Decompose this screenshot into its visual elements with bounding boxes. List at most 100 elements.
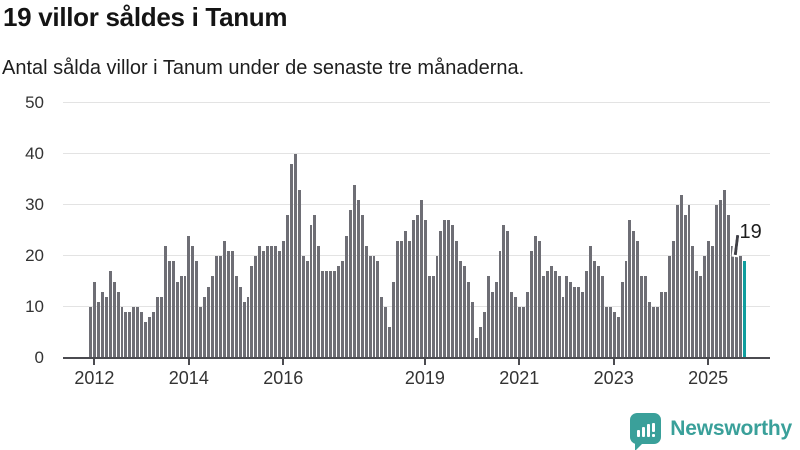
bar <box>439 230 443 358</box>
bar <box>104 296 108 358</box>
bar <box>620 281 624 358</box>
bar <box>400 240 403 358</box>
bar <box>612 312 616 358</box>
bar <box>624 261 628 358</box>
bar <box>163 245 167 358</box>
gridline <box>63 204 770 205</box>
bar <box>222 240 226 358</box>
bar <box>199 307 203 358</box>
gridline <box>63 153 770 154</box>
bar <box>486 276 490 358</box>
bar <box>179 276 183 358</box>
bar <box>644 276 648 358</box>
bar <box>266 245 270 358</box>
bar <box>545 271 549 358</box>
bar <box>675 205 679 358</box>
x-tick-label: 2016 <box>263 368 304 388</box>
bar <box>648 301 652 358</box>
bar <box>218 256 222 358</box>
bar <box>518 307 522 358</box>
bar <box>254 256 258 358</box>
x-tick <box>187 359 190 365</box>
bar <box>443 220 447 358</box>
bar <box>92 281 96 358</box>
logo-bar-icon <box>636 430 640 437</box>
bar <box>207 286 211 358</box>
bar <box>396 240 400 358</box>
bar <box>671 240 675 358</box>
bar <box>526 291 529 358</box>
bar <box>699 276 703 358</box>
bar <box>140 312 144 358</box>
x-tick <box>707 359 710 365</box>
bar <box>325 271 329 358</box>
bar <box>250 266 254 358</box>
bar <box>364 245 368 358</box>
bar <box>348 210 352 358</box>
bar <box>124 312 128 358</box>
bar <box>305 261 309 358</box>
y-axis-label: 40 <box>25 144 44 163</box>
bar <box>321 271 325 358</box>
bar <box>482 312 486 358</box>
bar <box>281 240 285 358</box>
bar <box>171 261 175 358</box>
bar <box>148 317 151 358</box>
bar <box>600 276 604 358</box>
bar <box>451 225 455 358</box>
bar <box>593 261 596 358</box>
bar <box>356 199 360 358</box>
bar <box>573 286 577 358</box>
bar <box>215 256 218 358</box>
chart-title: 19 villor såldes i Tanum <box>3 2 288 32</box>
bar <box>376 261 380 358</box>
newsworthy-chart-bubble-icon <box>630 413 662 450</box>
bar <box>537 240 541 358</box>
bar <box>557 276 561 358</box>
bar <box>309 225 313 358</box>
bar <box>427 276 431 358</box>
bar <box>100 291 104 358</box>
bar <box>703 256 707 358</box>
y-axis-label: 10 <box>25 297 44 316</box>
bar <box>738 256 742 358</box>
bar <box>246 296 250 358</box>
bar <box>128 312 132 358</box>
bar <box>380 296 384 358</box>
bar <box>467 281 470 358</box>
bar <box>581 291 585 358</box>
bar <box>652 307 655 358</box>
x-axis-line <box>63 357 770 359</box>
newsworthy-logo: Newsworthy <box>630 413 792 450</box>
bar <box>368 256 372 358</box>
bar <box>494 281 498 358</box>
bar <box>183 276 187 358</box>
bar <box>341 261 344 358</box>
bar <box>384 307 388 358</box>
bar <box>329 271 333 358</box>
bar <box>577 286 581 358</box>
bar <box>132 307 136 358</box>
bar <box>360 215 364 358</box>
bar <box>604 307 608 358</box>
bar <box>659 291 663 358</box>
x-tick <box>612 359 615 365</box>
bar <box>585 271 589 358</box>
gridline <box>63 102 770 103</box>
bar <box>533 235 537 358</box>
bar <box>411 220 415 358</box>
bar <box>463 266 466 358</box>
bar <box>431 276 435 358</box>
bar <box>726 215 730 358</box>
bar <box>388 327 392 358</box>
y-axis-label: 0 <box>34 348 44 367</box>
bar <box>549 266 553 358</box>
bar <box>502 225 506 358</box>
bar <box>478 327 482 358</box>
bar <box>313 215 317 358</box>
highlight-bar <box>742 261 746 358</box>
bar <box>474 337 478 358</box>
bar <box>423 220 427 358</box>
logo-bar-icon <box>646 424 650 437</box>
